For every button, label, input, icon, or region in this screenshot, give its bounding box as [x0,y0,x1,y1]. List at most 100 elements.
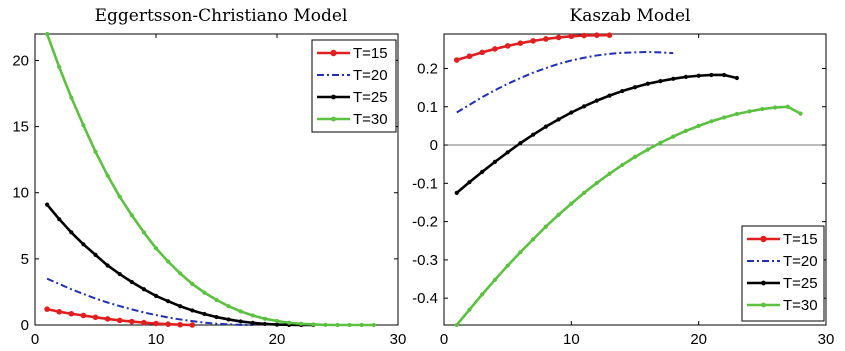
data-point [178,304,183,309]
data-point [177,321,183,328]
data-point [785,104,790,109]
series-line [455,105,802,326]
data-point [105,263,110,268]
y-tick-label: 0.2 [417,60,438,77]
data-point [747,109,752,114]
legend-label: T=20 [353,67,388,84]
legend-item: T=20 [747,253,818,270]
data-point [214,314,219,320]
data-point [359,322,364,328]
legend-item: T=30 [747,297,818,314]
series-line [456,50,674,114]
data-point [556,212,561,217]
chart-title: Kaszab Model [570,6,691,26]
data-point [68,310,75,317]
data-point [141,230,146,235]
data-point [594,32,600,38]
y-tick-label: 20 [12,52,29,69]
data-point [594,98,599,103]
data-point [262,316,267,321]
data-point [238,309,243,314]
data-point [543,224,548,229]
data-point [93,252,98,257]
legend-item: T=15 [747,231,818,248]
data-point [467,180,472,185]
data-point [57,217,62,222]
data-point [594,180,599,186]
data-point [117,194,122,199]
data-point [492,277,498,282]
data-point [69,95,74,100]
data-point [683,74,689,79]
legend: T=15 T=20 T=25 T=30 [311,39,397,133]
data-point [683,128,689,133]
data-point [556,117,561,122]
series-line [45,33,374,327]
data-point [93,149,98,154]
data-point [734,75,739,81]
data-point [632,154,638,160]
legend-item: T=15 [317,45,388,62]
data-point [454,190,459,196]
data-point [734,111,739,117]
data-point [658,78,663,84]
data-point [568,33,575,40]
y-tick-label: -0.4 [412,290,438,307]
y-tick-label: -0.2 [412,214,438,231]
legend-label: T=25 [783,275,818,292]
data-point [214,297,219,302]
legend-item: T=25 [317,89,388,106]
data-point [772,105,778,110]
data-point [116,317,123,324]
data-point [504,43,511,49]
data-point [226,317,231,322]
x-tick-label: 10 [563,331,580,348]
x-tick-label: 30 [818,331,835,348]
data-point [190,281,195,287]
data-point [323,322,328,327]
data-point [141,319,147,326]
data-point [467,307,472,312]
legend-label: T=15 [353,45,388,62]
x-tick-label: 20 [690,331,707,348]
series-t-15 [44,306,196,328]
data-point [129,318,135,325]
legend-marker [761,280,766,286]
data-point [153,293,159,298]
data-point [105,173,110,178]
data-point [581,190,587,196]
legend-label: T=15 [783,231,818,248]
data-point [178,271,183,276]
data-point [165,321,171,328]
series-t-30 [45,31,376,328]
data-point [56,308,62,315]
x-tick-label: 20 [269,331,286,348]
data-point [129,279,134,285]
data-point [530,38,536,44]
legend-marker [761,302,766,308]
data-point [480,169,485,174]
data-point [505,150,510,155]
data-point [492,46,498,52]
data-point [569,110,574,115]
data-point [543,124,548,129]
data-point [531,237,536,242]
data-point [581,104,587,109]
data-point [480,292,485,297]
series-t-20 [46,277,253,326]
data-point [104,316,111,322]
y-tick-label: 15 [12,119,29,136]
legend-label: T=25 [353,89,388,106]
data-point [798,111,803,116]
data-point [117,271,122,277]
data-point [620,88,625,94]
data-point [658,140,663,145]
data-point [141,287,146,292]
data-point [517,40,524,46]
series-t-15 [453,32,613,63]
y-tick-label: 0.1 [417,99,438,116]
data-point [202,311,207,317]
legend-item: T=20 [317,67,388,84]
data-point [189,322,196,328]
data-point [645,81,650,86]
